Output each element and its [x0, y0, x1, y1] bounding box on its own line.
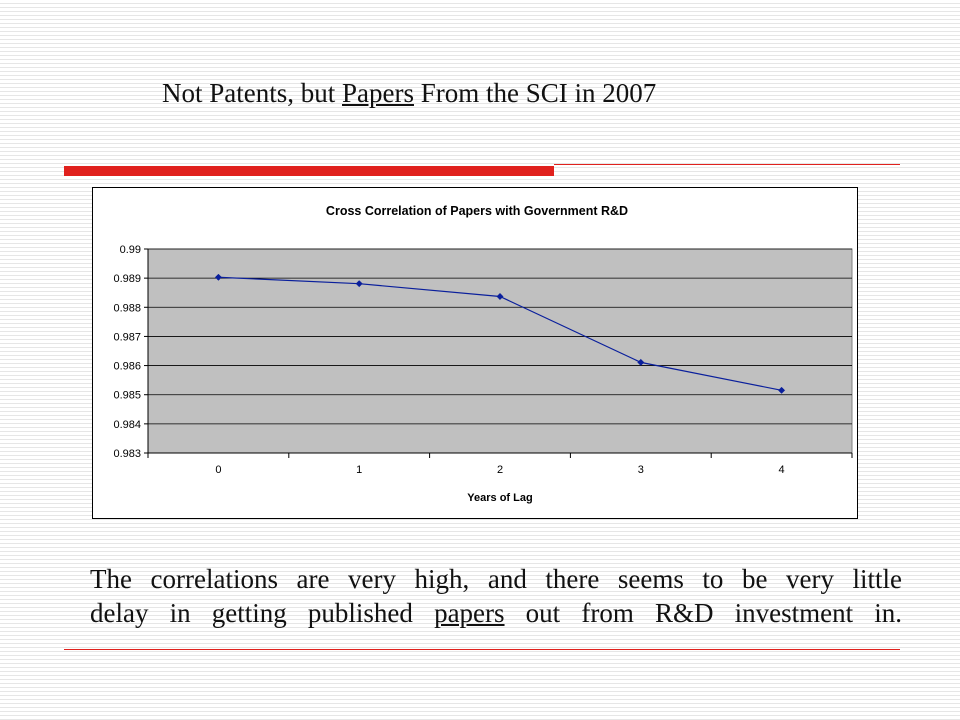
slide-title: Not Patents, but Papers From the SCI in … — [162, 78, 656, 109]
axes: 0.983 0.984 0.985 0.986 0.987 0.988 0.989 0.99 0… — [113, 244, 853, 476]
x-axis-label: Years of Lag — [467, 492, 532, 504]
title-underlined-word: Papers — [342, 78, 414, 108]
x-tick-label: 4 — [779, 464, 785, 476]
body-paragraph: The correlations are very high, and ther… — [90, 562, 902, 630]
chart-frame: Cross Correlation of Papers with Governm… — [92, 187, 858, 519]
line-chart: Cross Correlation of Papers with Governm… — [113, 204, 853, 504]
title-text-start: Not Patents, but — [162, 78, 342, 108]
gridlines — [148, 248, 852, 425]
series — [214, 273, 786, 394]
x-tick-label: 1 — [356, 464, 362, 476]
plot-area — [147, 248, 853, 454]
y-tick-label: 0.985 — [113, 390, 141, 402]
data-point-marker — [496, 292, 504, 301]
data-point-marker — [214, 273, 222, 281]
chart-title: Cross Correlation of Papers with Governm… — [326, 204, 628, 218]
y-tick-label: 0.986 — [113, 361, 141, 373]
data-point-marker — [778, 386, 786, 394]
x-tick-label: 0 — [215, 464, 221, 476]
y-tick-label: 0.988 — [113, 302, 141, 314]
accent-red-rule-top — [554, 164, 900, 165]
y-tick-label: 0.987 — [113, 331, 141, 343]
data-point-marker — [355, 280, 363, 288]
body-line-2-end: out from R&D investment in. — [504, 598, 903, 628]
body-underlined-word: papers — [434, 598, 505, 628]
y-tick-label: 0.989 — [113, 273, 141, 285]
title-text-end: From the SCI in 2007 — [413, 78, 657, 108]
data-point-marker — [637, 358, 645, 366]
x-tick-label: 3 — [638, 464, 644, 476]
y-tick-label: 0.983 — [113, 448, 141, 460]
accent-red-rule-bottom — [64, 649, 900, 650]
body-line-1: The correlations are very high, and ther… — [90, 564, 902, 594]
y-tick-label: 0.99 — [120, 244, 141, 256]
body-line-2: delay in getting published papers out fr… — [90, 596, 902, 630]
y-tick-label: 0.984 — [113, 419, 141, 431]
x-tick-label: 2 — [497, 464, 503, 476]
accent-red-bar — [64, 166, 554, 176]
body-line-2-start: delay in getting published — [90, 598, 435, 628]
